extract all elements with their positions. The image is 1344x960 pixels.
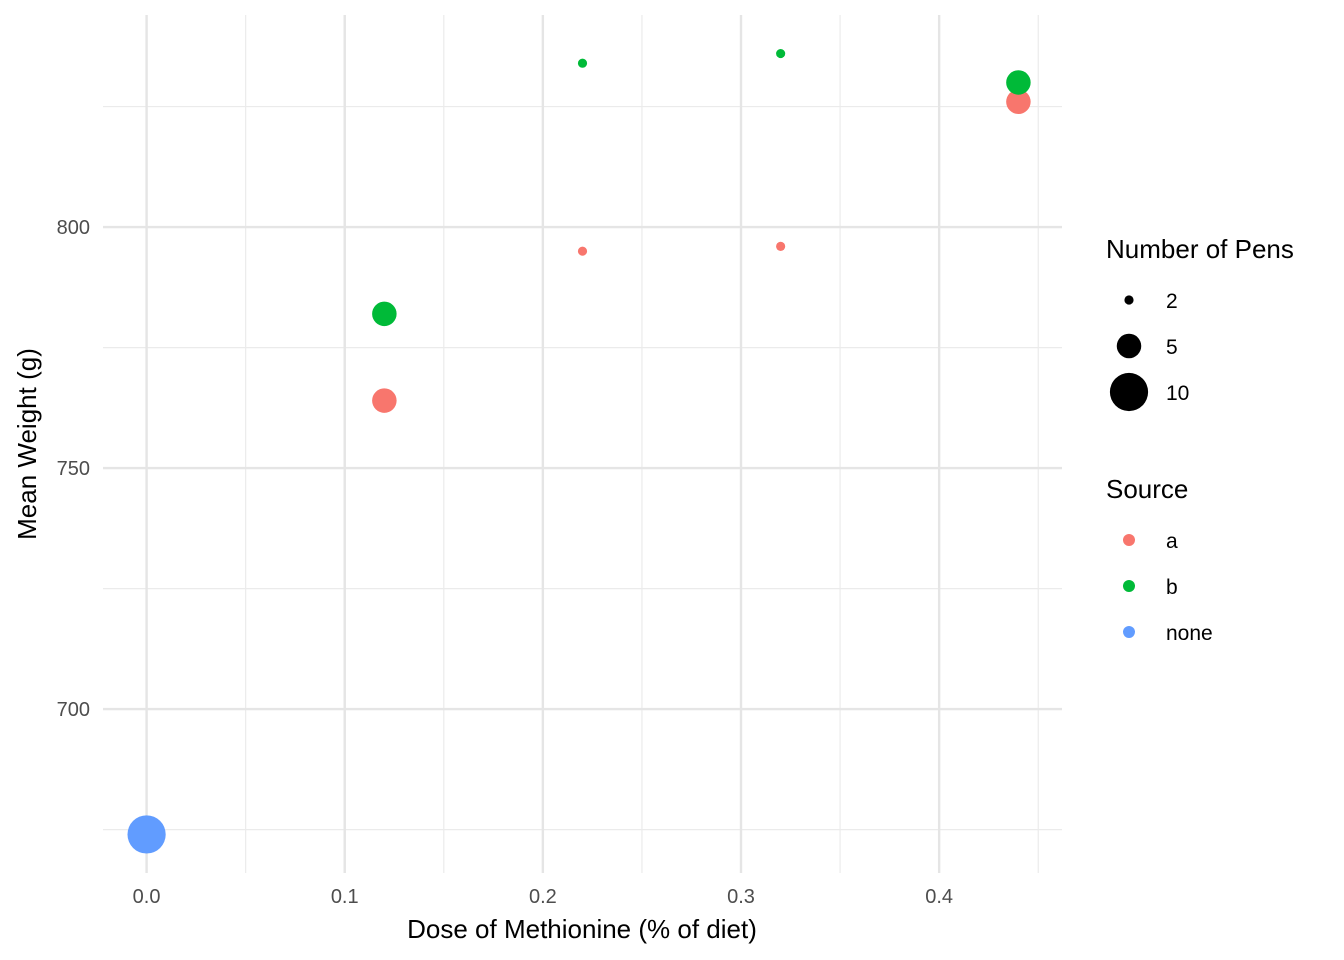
point-b [1006,70,1031,95]
tick-labels: 0.0 0.1 0.2 0.3 0.4 700 750 800 [57,217,953,908]
size-legend-label: 2 [1166,290,1178,313]
x-tick-label: 0.1 [331,886,359,908]
color-legend-key [1123,626,1135,638]
y-axis-title: Mean Weight (g) [12,348,42,540]
point-b [577,58,588,68]
color-legend-label: none [1166,622,1213,645]
color-legend-label: b [1166,576,1178,599]
size-legend-label: 5 [1166,336,1178,359]
color-legend-label: a [1166,530,1178,553]
point-b [372,301,397,327]
size-legend: Number of Pens 2 5 10 [1106,234,1294,412]
point-a [1006,89,1031,115]
color-legend-key [1123,580,1135,592]
size-legend-key [1109,372,1149,412]
point-a [577,246,588,256]
size-legend-title: Number of Pens [1106,234,1294,264]
x-tick-label: 0.2 [529,886,557,908]
color-legend: Source ab none [1106,474,1213,645]
size-legend-label: 10 [1166,382,1189,405]
data-points [127,48,1031,854]
point-a [372,388,397,413]
size-legend-key [1124,295,1134,305]
y-tick-label: 700 [57,699,90,721]
x-tick-label: 0.4 [925,886,953,908]
color-legend-title: Source [1106,474,1188,504]
gridlines [103,15,1062,873]
color-legend-key [1123,534,1135,546]
x-tick-label: 0.0 [133,886,161,908]
x-axis-title: Dose of Methionine (% of diet) [407,914,757,944]
x-tick-label: 0.3 [727,886,755,908]
point-b [776,48,786,59]
point-a [776,241,786,251]
y-tick-label: 800 [57,217,90,239]
size-legend-key [1116,333,1142,359]
y-tick-label: 750 [57,458,90,480]
point-none [127,815,166,854]
